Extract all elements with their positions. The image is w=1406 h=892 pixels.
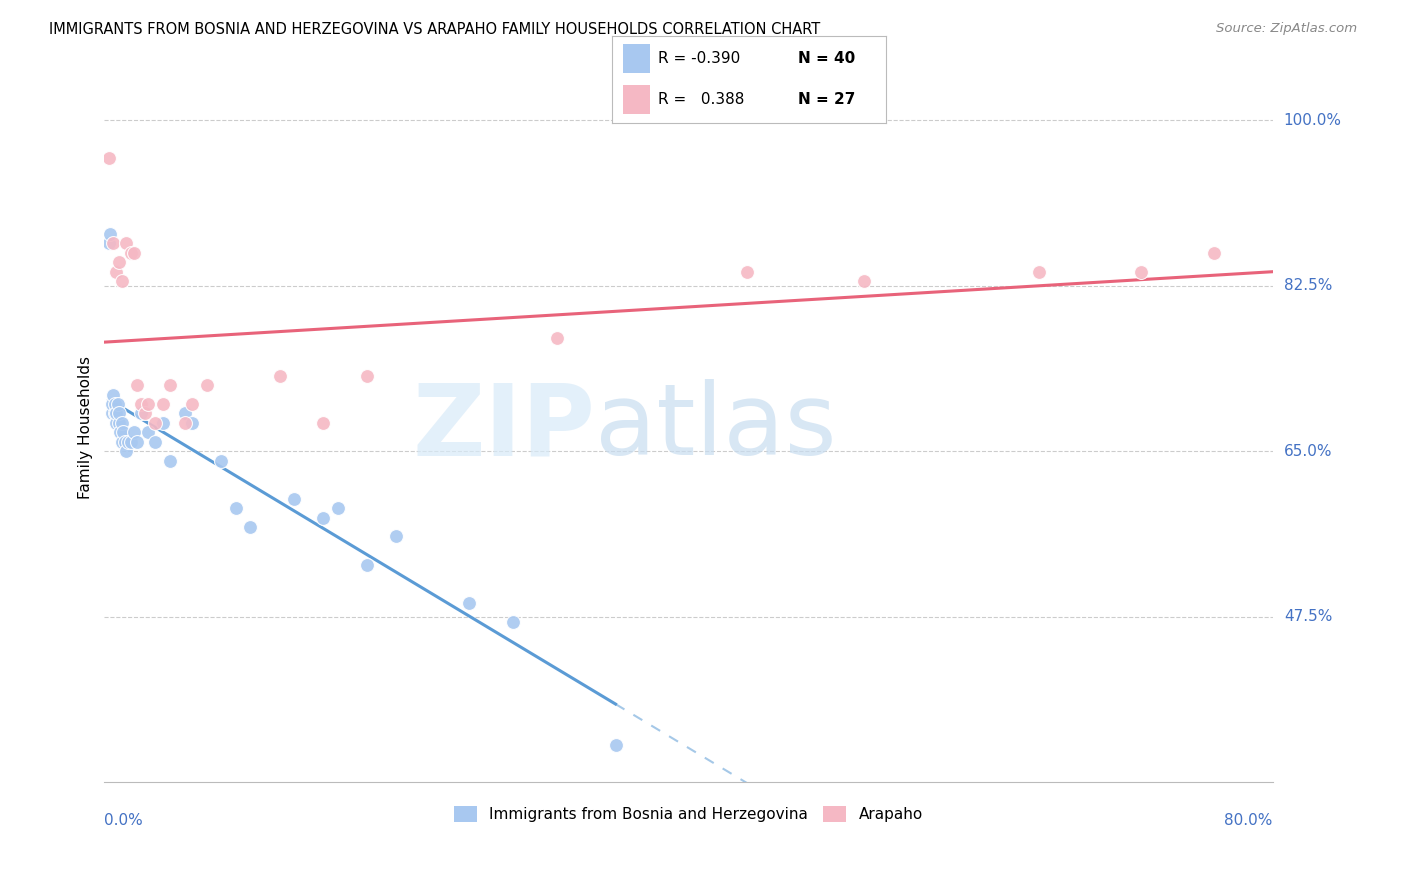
Text: R =   0.388: R = 0.388: [658, 92, 745, 107]
Text: 0.0%: 0.0%: [104, 813, 143, 828]
Text: N = 40: N = 40: [799, 51, 855, 66]
Bar: [623, 85, 650, 114]
Text: N = 27: N = 27: [799, 92, 855, 107]
Text: atlas: atlas: [595, 379, 837, 476]
Point: [181, 416, 204, 430]
Point: [326, 501, 349, 516]
Point: [145, 434, 167, 449]
Point: [104, 407, 127, 421]
Point: [111, 434, 134, 449]
Text: IMMIGRANTS FROM BOSNIA AND HERZEGOVINA VS ARAPAHO FAMILY HOUSEHOLDS CORRELATION : IMMIGRANTS FROM BOSNIA AND HERZEGOVINA V…: [49, 22, 821, 37]
Text: R = -0.390: R = -0.390: [658, 51, 741, 66]
Point: [122, 425, 145, 440]
Point: [852, 274, 875, 288]
Point: [117, 434, 139, 449]
Point: [1130, 264, 1153, 278]
Point: [104, 397, 127, 411]
Y-axis label: Family Households: Family Households: [79, 356, 93, 500]
Point: [134, 407, 156, 421]
Point: [108, 255, 131, 269]
Point: [101, 387, 124, 401]
Point: [1028, 264, 1050, 278]
Point: [107, 397, 129, 411]
Point: [1204, 245, 1226, 260]
Text: ZIP: ZIP: [412, 379, 595, 476]
Text: 100.0%: 100.0%: [1284, 112, 1341, 128]
Point: [111, 274, 134, 288]
Point: [120, 245, 142, 260]
Point: [145, 416, 167, 430]
Point: [195, 378, 218, 392]
Point: [105, 264, 128, 278]
Point: [115, 444, 138, 458]
Point: [122, 245, 145, 260]
Point: [112, 425, 135, 440]
Point: [97, 236, 120, 251]
Point: [502, 615, 524, 629]
Point: [110, 425, 132, 440]
Point: [111, 416, 134, 430]
Point: [735, 264, 758, 278]
Point: [101, 236, 124, 251]
Point: [152, 397, 174, 411]
Point: [136, 425, 159, 440]
Point: [385, 529, 408, 543]
Bar: [623, 44, 650, 73]
Point: [115, 236, 138, 251]
Text: 47.5%: 47.5%: [1284, 609, 1331, 624]
Point: [209, 454, 232, 468]
Point: [105, 407, 128, 421]
Point: [136, 397, 159, 411]
Point: [356, 368, 378, 383]
Point: [100, 397, 122, 411]
Point: [181, 397, 204, 411]
Point: [356, 558, 378, 572]
Point: [100, 407, 122, 421]
Point: [312, 510, 335, 524]
Text: 80.0%: 80.0%: [1225, 813, 1272, 828]
Point: [283, 491, 305, 506]
Point: [159, 454, 181, 468]
Point: [225, 501, 247, 516]
Point: [97, 151, 120, 165]
Legend: Immigrants from Bosnia and Herzegovina, Arapaho: Immigrants from Bosnia and Herzegovina, …: [449, 800, 929, 828]
Point: [152, 416, 174, 430]
Point: [108, 407, 131, 421]
Point: [269, 368, 291, 383]
Point: [120, 434, 142, 449]
Point: [546, 331, 568, 345]
Point: [105, 416, 128, 430]
Point: [605, 738, 627, 752]
Point: [173, 416, 195, 430]
Point: [173, 407, 195, 421]
Point: [129, 407, 152, 421]
Text: 82.5%: 82.5%: [1284, 278, 1331, 293]
Point: [125, 378, 148, 392]
Point: [98, 227, 121, 241]
Point: [114, 434, 136, 449]
Point: [129, 397, 152, 411]
Point: [159, 378, 181, 392]
Point: [458, 596, 481, 610]
Text: Source: ZipAtlas.com: Source: ZipAtlas.com: [1216, 22, 1357, 36]
Point: [125, 434, 148, 449]
Point: [312, 416, 335, 430]
Text: 65.0%: 65.0%: [1284, 444, 1333, 458]
Point: [239, 520, 262, 534]
Point: [108, 416, 131, 430]
